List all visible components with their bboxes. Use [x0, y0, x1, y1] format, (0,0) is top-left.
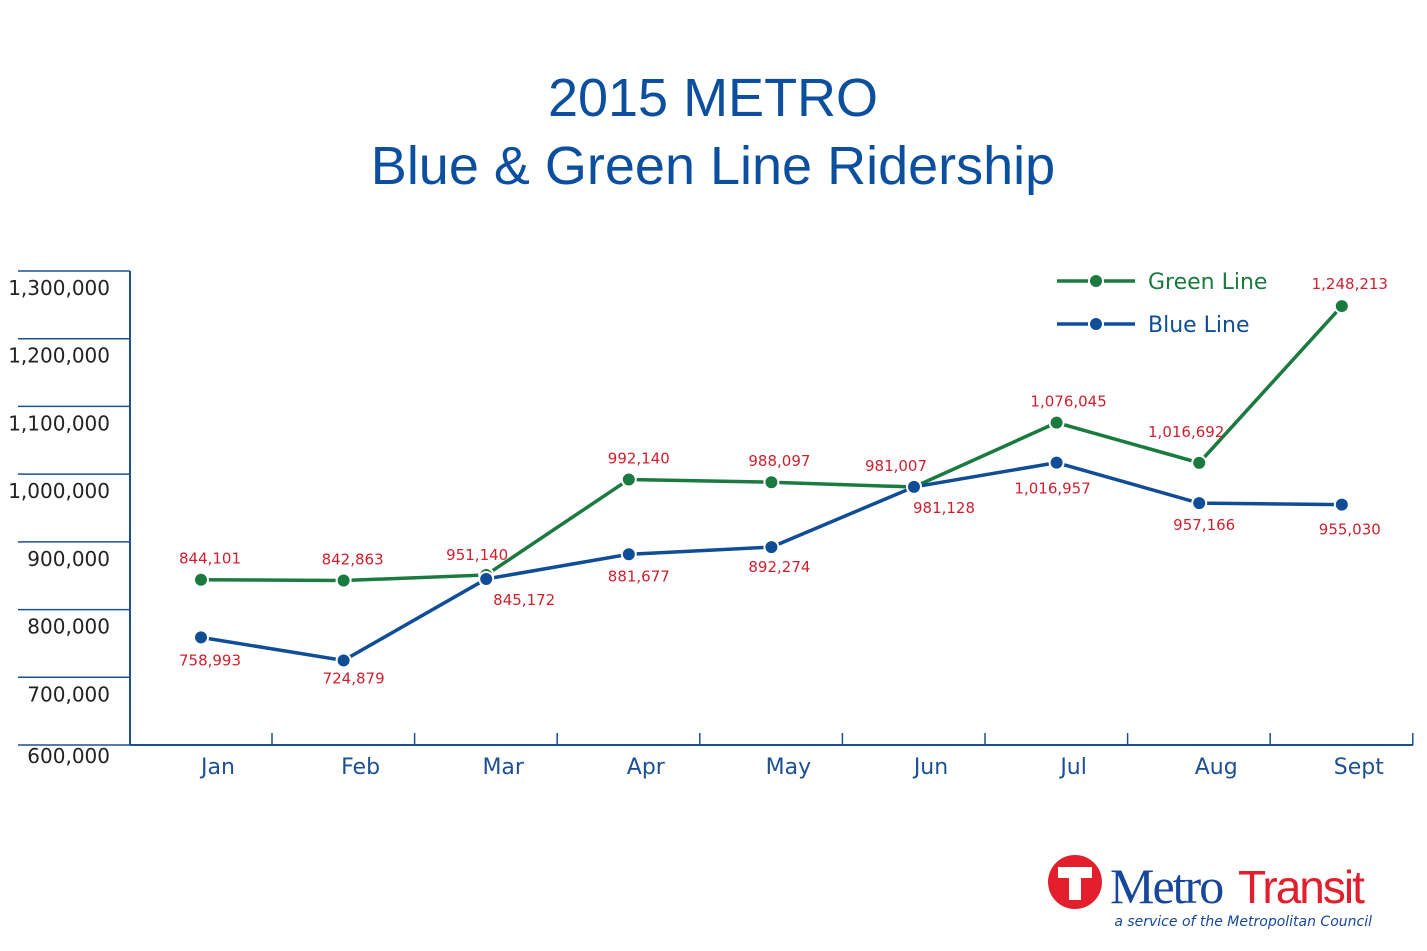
data-point [906, 478, 922, 495]
data-point [193, 571, 209, 588]
data-label: 981,007 [865, 457, 927, 475]
data-label: 1,016,692 [1148, 423, 1224, 441]
data-point [1333, 298, 1350, 315]
data-point [193, 629, 209, 646]
data-point [620, 471, 637, 488]
series-layer: 844,101 842,863 951,140 992,140 988,097 981,0… [179, 275, 1388, 687]
legend-marker [1088, 273, 1104, 289]
data-label: 758,993 [179, 651, 241, 669]
logo-transit: Transit [1238, 861, 1365, 913]
data-point [763, 539, 780, 556]
data-label: 842,863 [322, 551, 384, 569]
y-tick-label: 1,100,000 [8, 411, 110, 435]
data-label: 988,097 [748, 452, 810, 470]
legend-label: Green Line [1148, 270, 1267, 295]
data-point [478, 570, 495, 587]
data-label: 1,076,045 [1030, 393, 1106, 411]
data-label: 724,879 [323, 669, 385, 687]
x-tick-label: Jun [912, 755, 948, 780]
x-tick-label: Apr [627, 755, 666, 780]
x-tick-label: Mar [482, 755, 524, 780]
data-point [1191, 454, 1208, 471]
legend-label: Blue Line [1148, 313, 1250, 338]
data-point [1191, 495, 1208, 512]
y-tick-label: 700,000 [27, 682, 110, 706]
data-point [1333, 496, 1350, 513]
data-point [335, 652, 352, 669]
data-point [1048, 454, 1065, 471]
axes: 600,000 700,000 800,000 900,000 1,000,000 1,1… [8, 270, 1414, 780]
y-tick-label: 800,000 [27, 615, 110, 639]
x-tick-label: Aug [1195, 755, 1238, 780]
x-tick-label: Jan [199, 755, 235, 780]
data-point [335, 572, 352, 589]
data-label: 992,140 [608, 449, 670, 467]
data-point [620, 546, 637, 563]
x-tick-label: Jul [1058, 755, 1087, 780]
data-label: 845,172 [493, 591, 555, 609]
data-point [1048, 414, 1065, 431]
y-tick-label: 600,000 [27, 744, 110, 768]
legend-marker [1088, 316, 1104, 332]
data-label: 981,128 [913, 499, 975, 517]
x-tick-label: Sept [1334, 755, 1384, 780]
metro-transit-logo: Metro Transit a service of the Metropoli… [1048, 855, 1372, 930]
data-label: 892,274 [748, 558, 810, 576]
data-label: 957,166 [1173, 516, 1235, 534]
y-tick-label: 1,300,000 [8, 276, 110, 300]
data-label: 951,140 [446, 546, 508, 564]
y-tick-label: 900,000 [27, 547, 110, 571]
data-label: 1,016,957 [1014, 480, 1090, 498]
legend: Green Line Blue Line [1057, 270, 1267, 338]
x-tick-label: May [766, 755, 811, 780]
data-label: 844,101 [179, 550, 241, 568]
logo-metro: Metro [1110, 858, 1223, 914]
y-tick-label: 1,000,000 [8, 479, 110, 503]
chart-subtitle: Blue & Green Line Ridership [371, 136, 1055, 196]
chart-title: 2015 METRO [548, 68, 878, 128]
data-point [763, 474, 780, 491]
data-label: 881,677 [608, 567, 670, 585]
data-label: 1,248,213 [1312, 275, 1388, 293]
y-tick-label: 1,200,000 [8, 344, 110, 368]
logo-tagline: a service of the Metropolitan Council [1114, 914, 1372, 930]
x-tick-label: Feb [341, 755, 380, 780]
data-label: 955,030 [1319, 521, 1381, 539]
